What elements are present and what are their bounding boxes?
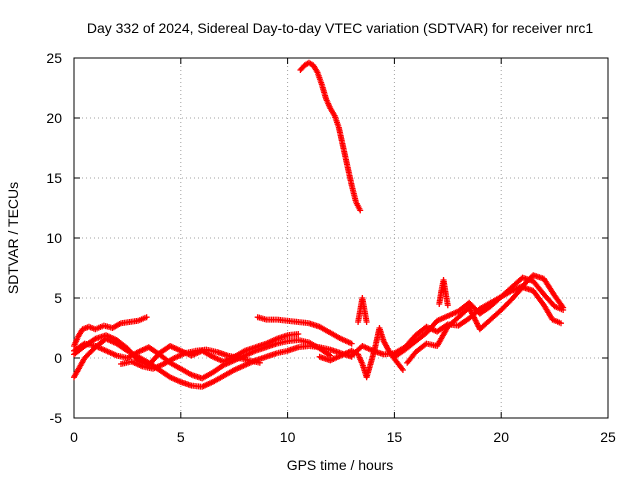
y-axis-label: SDTVAR / TECUs — [5, 182, 21, 294]
data-point — [444, 302, 451, 309]
data-point — [399, 367, 406, 373]
y-tick-label: 20 — [46, 110, 62, 126]
ticks — [73, 57, 609, 419]
data-point — [143, 314, 150, 321]
data-point — [325, 351, 332, 358]
x-tick-label: 10 — [280, 429, 296, 445]
x-tick-labels: 0 5 10 15 20 25 — [70, 429, 616, 445]
y-tick-label: 0 — [54, 350, 62, 366]
x-tick-label: 25 — [600, 429, 616, 445]
y-tick-label: 25 — [46, 50, 62, 66]
data-point — [559, 303, 566, 310]
data-point — [295, 331, 302, 337]
y-tick-label: -5 — [50, 410, 63, 426]
x-tick-label: 20 — [493, 429, 509, 445]
chart-title: Day 332 of 2024, Sidereal Day-to-day VTE… — [87, 20, 593, 36]
x-axis-label: GPS time / hours — [287, 457, 394, 473]
series-track-a — [71, 314, 150, 349]
data-point — [560, 304, 567, 311]
y-tick-label: 15 — [46, 170, 62, 186]
data-point — [363, 319, 370, 325]
data-point — [558, 320, 565, 327]
series-track-l — [355, 295, 370, 325]
series-track-j — [404, 284, 565, 366]
series-track-f — [254, 314, 355, 347]
series-track-i — [391, 272, 567, 360]
series-high-arc — [297, 59, 364, 214]
y-tick-labels: -5 0 5 10 15 20 25 — [46, 50, 62, 426]
x-tick-label: 5 — [177, 429, 185, 445]
x-tick-label: 15 — [387, 429, 403, 445]
data-point — [256, 359, 263, 366]
series-track-d — [71, 335, 355, 390]
data-point — [357, 207, 364, 214]
series-track-e — [117, 346, 263, 372]
data-point — [348, 340, 355, 347]
y-tick-label: 5 — [54, 290, 62, 306]
data-points — [71, 59, 567, 390]
y-tick-label: 10 — [46, 230, 62, 246]
x-tick-label: 0 — [70, 429, 78, 445]
series-track-k — [436, 277, 451, 309]
